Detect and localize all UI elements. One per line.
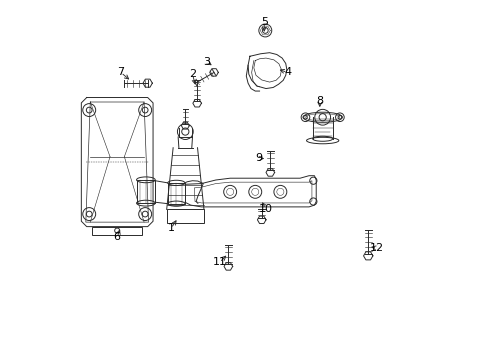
Bar xyxy=(92,226,142,234)
Text: 10: 10 xyxy=(259,204,272,214)
Bar xyxy=(166,210,203,223)
Text: 12: 12 xyxy=(369,243,384,253)
Text: 4: 4 xyxy=(284,67,290,77)
Text: 9: 9 xyxy=(255,153,262,163)
Text: 6: 6 xyxy=(114,232,121,242)
Bar xyxy=(167,183,184,204)
Text: 8: 8 xyxy=(316,96,323,106)
Text: 1: 1 xyxy=(167,224,174,233)
Text: 5: 5 xyxy=(260,17,267,27)
Text: 3: 3 xyxy=(203,57,210,67)
Bar xyxy=(136,180,155,203)
Text: 7: 7 xyxy=(117,67,124,77)
Text: 2: 2 xyxy=(188,69,196,79)
Text: 11: 11 xyxy=(212,257,226,267)
